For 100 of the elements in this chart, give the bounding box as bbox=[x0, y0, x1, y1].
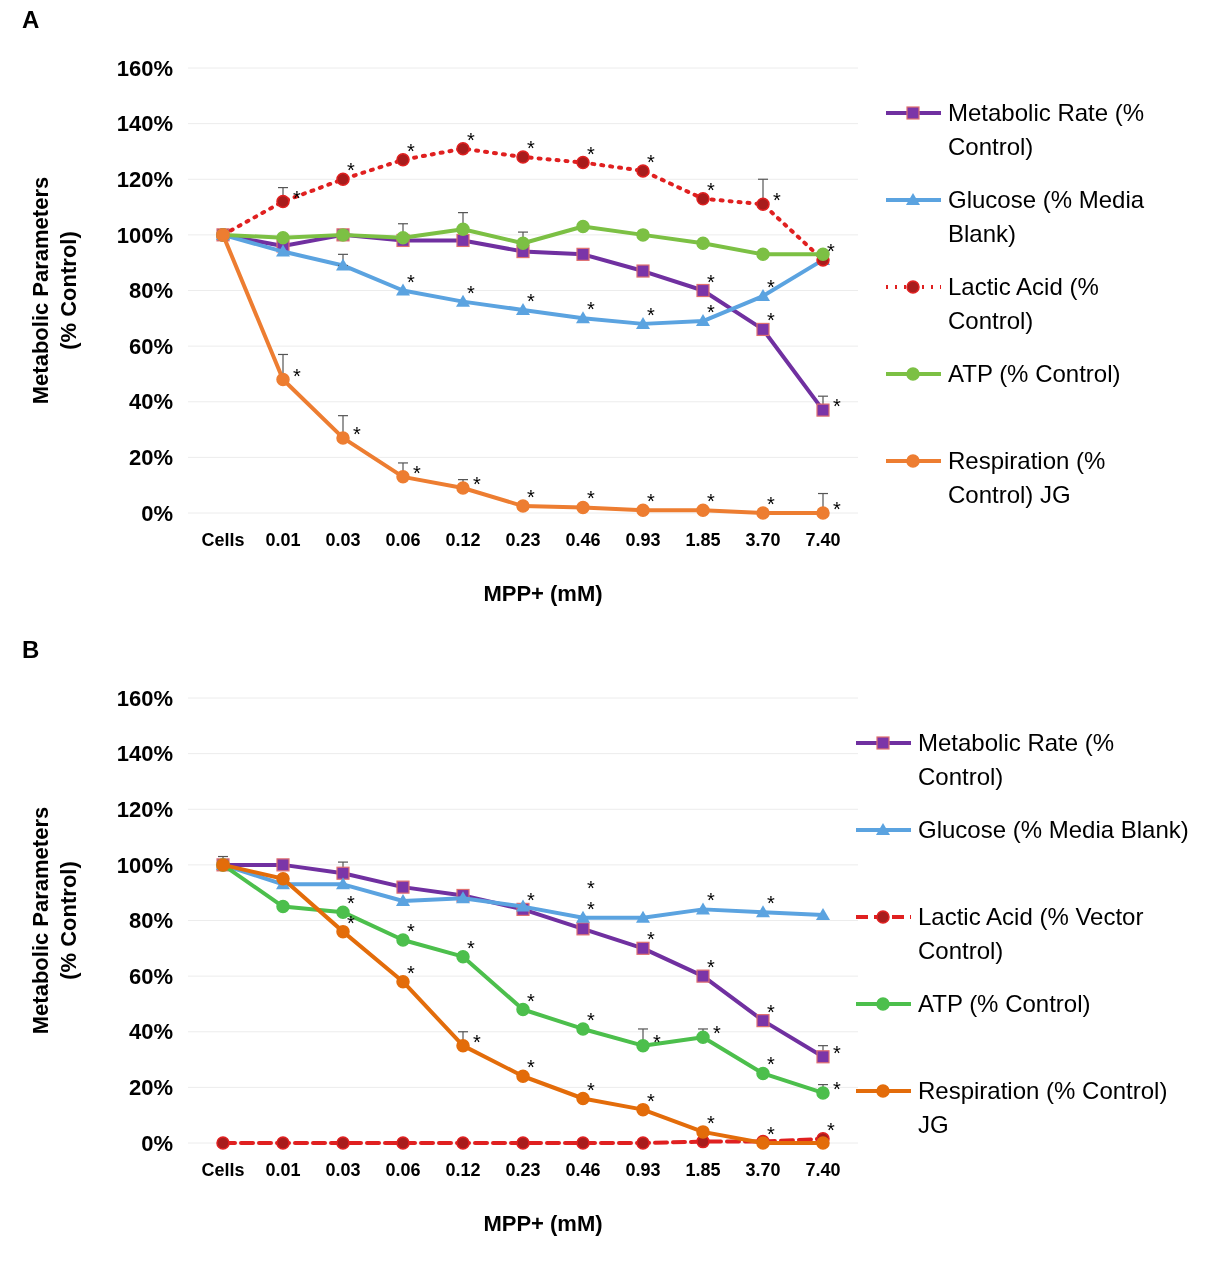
annotation: * bbox=[767, 276, 776, 299]
legend-label: Lactic Acid (% Vector Control) bbox=[918, 903, 1144, 965]
x-tick-label: 7.40 bbox=[805, 1160, 841, 1180]
annotation: * bbox=[707, 178, 716, 201]
y-tick-label: 160% bbox=[116, 685, 173, 711]
x-tick-label: 0.01 bbox=[265, 530, 301, 550]
x-tick-label: 0.01 bbox=[265, 1160, 301, 1180]
legend-label: Metabolic Rate (% Control) bbox=[918, 729, 1115, 791]
y-tick-label: 100% bbox=[116, 852, 173, 878]
x-tick-label: Cells bbox=[201, 530, 245, 550]
y-tick-label: 60% bbox=[128, 333, 173, 359]
annotation: * bbox=[587, 876, 596, 899]
annotation: * bbox=[467, 128, 476, 151]
y-tick-label: 80% bbox=[128, 278, 173, 304]
annotation: * bbox=[767, 309, 776, 332]
annotation: * bbox=[653, 1030, 662, 1053]
annotation: * bbox=[647, 490, 656, 513]
x-tick-label: 1.85 bbox=[685, 1160, 721, 1180]
x-tick-label: 0.06 bbox=[385, 530, 421, 550]
annotation: * bbox=[347, 159, 356, 182]
y-tick-label: 40% bbox=[128, 1019, 173, 1045]
y-axis-title: Metabolic Parameters (% Control) bbox=[28, 176, 81, 405]
legend-label: Metabolic Rate (% Control) bbox=[948, 99, 1145, 161]
annotation: * bbox=[527, 137, 536, 159]
legend-label: Lactic Acid (% Control) bbox=[948, 273, 1099, 335]
y-tick-label: 20% bbox=[128, 1075, 173, 1101]
annotation: * bbox=[647, 150, 656, 173]
x-tick-label: 0.23 bbox=[505, 530, 541, 550]
annotation: * bbox=[713, 1022, 722, 1045]
x-tick-label: 0.03 bbox=[325, 530, 361, 550]
annotation: * bbox=[467, 281, 476, 304]
x-axis-title: MPP+ (mM) bbox=[483, 581, 603, 606]
y-tick-label: 20% bbox=[128, 445, 173, 471]
annotation: * bbox=[707, 270, 716, 293]
annotation: * bbox=[647, 1089, 656, 1112]
x-tick-label: Cells bbox=[201, 1160, 245, 1180]
annotation: * bbox=[773, 189, 782, 212]
annotation: * bbox=[767, 493, 776, 515]
x-tick-label: 0.93 bbox=[625, 530, 661, 550]
annotation: * bbox=[413, 461, 422, 484]
legend-label: Glucose (% Media Blank) bbox=[918, 816, 1189, 844]
annotation: * bbox=[527, 989, 536, 1012]
annotation: * bbox=[827, 1118, 836, 1141]
y-tick-label: 140% bbox=[116, 111, 173, 137]
annotation: * bbox=[647, 928, 656, 951]
annotation: * bbox=[833, 395, 842, 418]
y-tick-label: 120% bbox=[116, 166, 173, 192]
y-tick-label: 160% bbox=[116, 55, 173, 81]
annotation: * bbox=[407, 961, 416, 984]
annotation: * bbox=[587, 1078, 596, 1101]
y-tick-label: 100% bbox=[116, 222, 173, 248]
x-tick-label: 0.93 bbox=[625, 1160, 661, 1180]
annotation: * bbox=[527, 889, 536, 912]
annotation: * bbox=[707, 889, 716, 912]
legend-label: Respiration (% Control) JG bbox=[948, 447, 1106, 509]
legend-label: Respiration (% Control) JG bbox=[918, 1077, 1168, 1139]
y-tick-label: 60% bbox=[128, 963, 173, 989]
y-tick-label: 0% bbox=[141, 500, 173, 526]
x-tick-label: 1.85 bbox=[685, 530, 721, 550]
legend-label: Glucose (% Media Blank) bbox=[948, 186, 1145, 248]
x-tick-label: 0.12 bbox=[445, 530, 481, 550]
annotation: * bbox=[587, 1008, 596, 1031]
annotation: * bbox=[647, 303, 656, 326]
annotation: * bbox=[353, 422, 362, 445]
y-tick-label: 0% bbox=[141, 1130, 173, 1156]
legend-label: ATP (% Control) bbox=[948, 360, 1121, 388]
annotation: * bbox=[407, 139, 416, 162]
annotation: * bbox=[827, 239, 836, 262]
chart-title: A bbox=[22, 6, 40, 33]
annotation: * bbox=[707, 490, 716, 513]
x-tick-label: 0.46 bbox=[565, 530, 601, 550]
y-tick-label: 40% bbox=[128, 389, 173, 415]
annotation: * bbox=[587, 487, 596, 510]
annotation: * bbox=[407, 919, 416, 942]
y-tick-label: 140% bbox=[116, 741, 173, 767]
annotation: * bbox=[833, 498, 842, 520]
chart-title: B bbox=[22, 636, 40, 663]
annotation: * bbox=[767, 1053, 776, 1076]
annotation: * bbox=[587, 142, 596, 165]
x-tick-label: 3.70 bbox=[745, 530, 781, 550]
x-axis-title: MPP+ (mM) bbox=[483, 1211, 603, 1236]
x-tick-label: 0.06 bbox=[385, 1160, 421, 1180]
annotation: * bbox=[833, 1077, 842, 1100]
x-tick-label: 7.40 bbox=[805, 530, 841, 550]
annotation: * bbox=[767, 1123, 776, 1145]
x-tick-label: 0.03 bbox=[325, 1160, 361, 1180]
annotation: * bbox=[527, 1056, 536, 1079]
annotation: * bbox=[587, 298, 596, 321]
x-tick-label: 0.46 bbox=[565, 1160, 601, 1180]
x-tick-label: 0.12 bbox=[445, 1160, 481, 1180]
legend-label: ATP (% Control) bbox=[918, 990, 1091, 1018]
annotation: * bbox=[587, 897, 596, 920]
annotation: * bbox=[833, 1041, 842, 1064]
annotation: * bbox=[467, 936, 476, 959]
annotation: * bbox=[767, 1000, 776, 1023]
annotation: * bbox=[707, 301, 716, 324]
annotation: * bbox=[767, 892, 776, 915]
annotation: * bbox=[527, 289, 536, 312]
x-tick-label: 0.23 bbox=[505, 1160, 541, 1180]
annotation: * bbox=[473, 472, 482, 495]
